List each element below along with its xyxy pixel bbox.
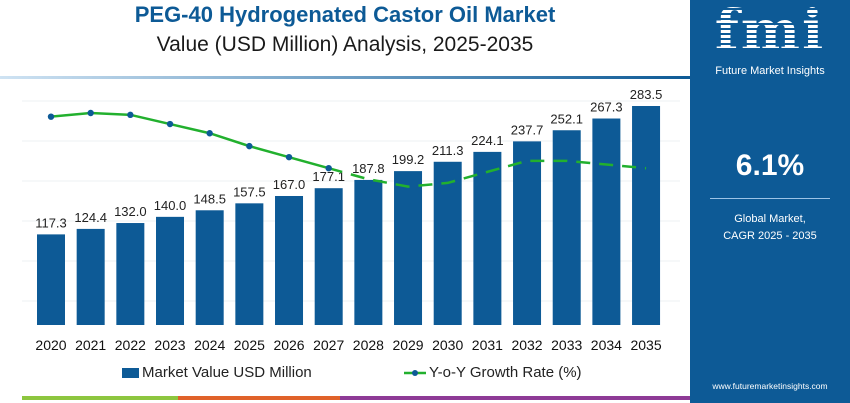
legend-label-line: Y-o-Y Growth Rate (%): [429, 364, 582, 381]
x-tick-2034: 2034: [591, 337, 622, 353]
strip-segment: [22, 396, 178, 400]
bar-label-2023: 140.0: [154, 198, 187, 213]
bar-2022: [116, 223, 145, 325]
bar-2025: [235, 203, 264, 325]
growth-marker-2023: [166, 120, 174, 128]
cagr-label-line2: CAGR 2025 - 2035: [723, 230, 817, 242]
chart-subtitle: Value (USD Million) Analysis, 2025-2035: [156, 33, 534, 56]
growth-line-dashed: [328, 159, 647, 188]
x-tick-2024: 2024: [194, 337, 225, 353]
bar-label-2032: 237.7: [511, 122, 544, 137]
x-tick-2021: 2021: [75, 337, 106, 353]
legend-item-growth: Y-o-Y Growth Rate (%): [404, 364, 582, 381]
cagr-value: 6.1%: [735, 149, 805, 182]
bar-2034: [592, 118, 621, 325]
bar-label-2034: 267.3: [590, 100, 623, 115]
chart-title: PEG-40 Hydrogenated Castor Oil Market: [134, 2, 556, 27]
legend-swatch-line: [404, 369, 426, 376]
bar-label-2026: 167.0: [273, 177, 306, 192]
growth-marker-2022: [127, 111, 134, 119]
x-tick-2033: 2033: [551, 337, 582, 353]
bar-2020: [37, 234, 65, 325]
bar-2029: [394, 171, 423, 325]
bar-label-2024: 148.5: [193, 191, 226, 206]
bar-2023: [156, 216, 185, 325]
bar-label-2035: 283.5: [630, 87, 663, 102]
x-tick-2029: 2029: [392, 337, 423, 353]
growth-marker-2025: [246, 142, 253, 150]
x-tick-2023: 2023: [154, 337, 185, 353]
bar-2024: [195, 210, 224, 325]
growth-marker-2024: [206, 130, 213, 137]
x-tick-2035: 2035: [630, 337, 661, 353]
side-panel: fmi Future Market Insights 6.1% Global M…: [690, 0, 850, 403]
chart-area: 117.3 2020 124.4 2021 132.0 2022 140.0 2023 148.…: [22, 87, 680, 353]
cagr-label-line1: Global Market,: [734, 213, 806, 225]
strip-segment: [178, 396, 340, 400]
x-tick-2027: 2027: [313, 337, 344, 353]
legend-label-bar: Market Value USD Million: [142, 364, 312, 381]
bar-label-2028: 187.8: [352, 161, 385, 176]
bar-label-2025: 157.5: [233, 184, 266, 199]
bar-2033: [552, 130, 581, 325]
website-link[interactable]: www.futuremarketinsights.com: [712, 381, 828, 391]
growth-line-solid: [50, 111, 330, 170]
bar-label-2020: 117.3: [35, 215, 67, 230]
bar-2030: [433, 161, 462, 325]
bar-label-2021: 124.4: [74, 210, 107, 225]
bar-label-2027: 177.1: [312, 169, 345, 184]
bar-label-2030: 211.3: [432, 143, 464, 158]
bar-2031: [473, 151, 502, 325]
x-tick-2031: 2031: [472, 337, 503, 353]
x-tick-2020: 2020: [35, 337, 66, 353]
bar-2032: [513, 141, 542, 325]
bar-label-2031: 224.1: [471, 133, 504, 148]
x-tick-2028: 2028: [353, 337, 384, 353]
legend-swatch-bar: [122, 367, 139, 378]
bar-2027: [314, 188, 343, 325]
bar-2028: [354, 179, 383, 325]
bar-label-2029: 199.2: [392, 152, 425, 167]
strip-segment: [340, 396, 690, 400]
growth-marker-2027: [325, 165, 332, 172]
x-tick-2032: 2032: [511, 337, 542, 353]
bar-2035: [632, 106, 661, 325]
x-tick-2022: 2022: [115, 337, 146, 353]
panel-divider: [710, 198, 830, 199]
brand-name: Future Market Insights: [715, 65, 825, 77]
bar-2021: [76, 228, 105, 325]
x-tick-2025: 2025: [234, 337, 265, 353]
growth-marker-2020: [47, 113, 55, 120]
bar-label-2022: 132.0: [114, 204, 147, 219]
fmi-logo: fmi: [690, 0, 850, 62]
growth-marker-2021: [87, 109, 94, 117]
bar-2026: [275, 195, 304, 325]
bar-label-2033: 252.1: [550, 111, 583, 126]
title-divider: [0, 76, 690, 79]
x-tick-2026: 2026: [273, 337, 304, 353]
legend-item-market-value: Market Value USD Million: [122, 364, 312, 381]
growth-marker-2026: [285, 153, 293, 161]
x-tick-2030: 2030: [432, 337, 463, 353]
